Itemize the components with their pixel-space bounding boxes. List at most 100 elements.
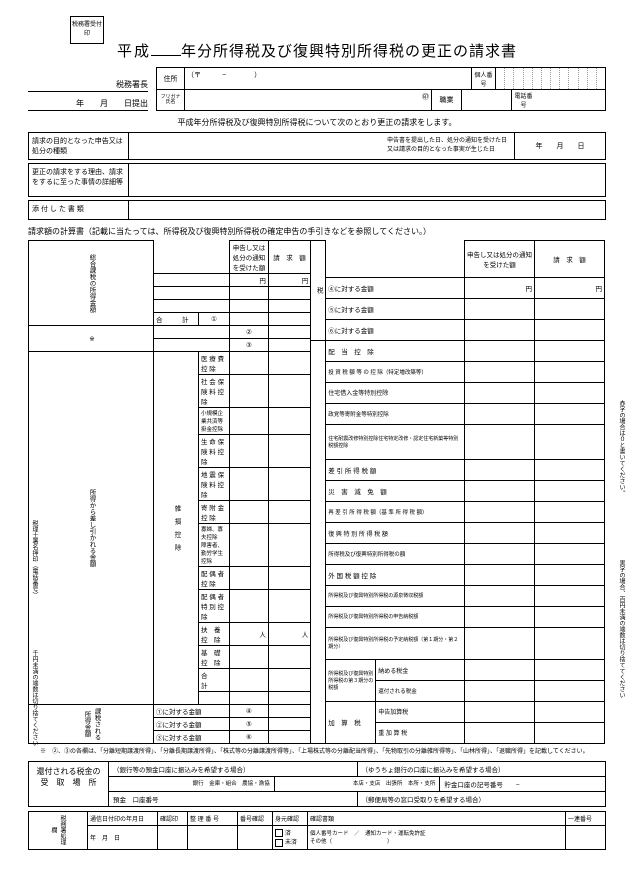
shinkoku-label: 所得税及び復興特別所得税の申告納税額 [326,606,465,627]
purpose-body[interactable] [129,133,385,159]
kakunin-shorui-label: 確認書類 [308,812,566,826]
tax3-label: ③に対する金額 [154,731,230,744]
col-hdr-original: 申告し又は処分の通知を受けた額 [230,241,269,274]
footer-date[interactable]: 年 月 日 [88,826,158,850]
ichiren-label: 一連番号 [566,812,606,826]
title-text: 年分所得税及び復興特別所得税の更正の請求書 [181,43,517,60]
mibun-label: 身元確認 [273,812,308,826]
haigusha-label: 配 偶 者 控 除 [199,567,230,590]
col-hdr-request2: 請 求 額 [534,241,604,278]
footer-stamp[interactable] [158,826,188,850]
side-tax-accountant: 税理士署名押印（電話番号） [30,520,39,598]
fukkou-label: 復 興 特 別 所 得 税 額 [326,523,465,544]
seitou-label: 政党等寄附金等特別控除 [326,403,465,424]
occupation-label: 職業 [431,90,461,110]
footer-ichiren-field[interactable] [566,826,606,850]
purpose-box: 請求の目的となった申告又は処分の種類 申告書を提出した日、処分の通知を受けた日又… [28,132,606,160]
dai3-label: 所得税及び復興特別所得税の第３期分の税額 [326,660,376,702]
furigana-name-label: フリガナ氏名 [157,90,185,110]
calc-table-left: 総合課税の所得金額 申告し又は処分の通知を受けた額 請 求 額 円円 合 計① … [28,240,311,744]
footer-table: 税務署処理欄 通信日付印の年月日 確認印 整 理 番 号 番号確認 身元確認 確… [28,811,606,850]
bank-name-field[interactable]: 銀行 金庫・組合 農協・漁協 [109,777,275,791]
fuyou-label: 扶 養 控 除 [199,623,230,646]
kiso-label: 基 礎 控 除 [199,646,230,669]
tax2-label: ②に対する金額 [154,718,230,731]
footer-mibun-checks[interactable]: 済未済 [273,826,308,850]
reason-label: 更正の請求をする理由、請求をするに至った事情の詳細等 [29,164,129,196]
purpose-date[interactable]: 年 月 日 [515,133,605,159]
bank-hdr1: （銀行等の預金口座に振込みを希望する場合） [109,762,358,776]
occupation-field[interactable] [461,90,511,110]
goukei-label: 合 計 [154,313,199,326]
goukei2-label: 合 計 [199,669,230,692]
tax1-label: ①に対する金額 [154,705,230,718]
purpose-side-label: 申告書を提出した日、処分の通知を受けた日又は請求の目的となった事実が生じた日 [385,133,515,159]
saisashi-label: 再 差 引 所 得 税 額（基 準 所 得 税 額） [326,502,465,523]
mynumber-cells[interactable] [495,68,605,89]
calc-title: 請求額の計算書（記載に当たっては、所得税及び復興特別所得税の確定申告の手引きなど… [28,226,606,237]
iryo-label: 医 療 費 控 除 [199,352,230,375]
side-note-right1: 赤字の場合は０と書いてください。 [617,400,626,496]
post-office-field: （郵便局等の窓口受取りを希望する場合） [358,792,606,806]
deduction-group: 所得から差し引かれる金額 [29,352,154,705]
footnote: ※ ②、③の各欄は、「分離短期譲渡所得」、「分離長期譲渡所得」、「株式等の分離譲… [28,746,606,755]
income-row-blank3[interactable] [154,300,230,313]
tax-office-line[interactable]: 税務署長 [28,79,148,92]
col-hdr-request: 請 求 額 [268,241,310,274]
side-note-left: 千円未満の端数は切り捨てください [30,650,39,746]
era-label: 平成 [117,43,151,60]
address-block: 住所 （〒 − ） 個人番号 フリガナ氏名 ㊞ 職業 電話番号 [156,67,606,111]
haigutoku-label: 配 偶 者 特 別 控 除 [199,590,230,623]
sashihiki-label: 差 引 所 得 税 額 [326,460,465,481]
postal-field[interactable]: （〒 − ） [185,68,471,89]
kakunin-label: 確認印 [158,812,188,826]
name-field[interactable]: ㊞ [185,90,431,110]
income-row-blank1[interactable] [154,274,230,287]
submit-date-line[interactable]: 年 月 日提出 [28,98,148,111]
attachments-body[interactable] [129,201,605,219]
gensen-label: 所得税及び復興特別所得税の源泉徴収税額 [326,585,465,606]
sougou-group: 総合課税の所得金額 [29,241,154,326]
calc-table-right: 税 申告し又は処分の通知を受けた額 請 求 額 ④に対する金額円円 ⑤に対する金… [310,240,605,744]
page-title: 平成 年分所得税及び復興特別所得税の更正の請求書 [28,40,606,61]
col-hdr-original2: 申告し又は処分の通知を受けた額 [464,241,534,278]
reason-body[interactable] [129,164,605,196]
shougai-label: 寡婦、寡夫控除障害者、勤労学生控除 [199,524,230,567]
t6-label: ⑥に対する金額 [326,319,465,340]
toushi-label: 投 資 税 額 等 の 控 除（特定増改築等） [326,361,465,382]
shokibo-label: 小規模企業共済等掛金控除 [199,408,230,435]
kanpu-label: 還付される税金 [376,681,465,702]
income-row-blank2[interactable] [154,287,230,300]
kasan-label: 加 算 税 [326,701,376,743]
haitou-label: 配 当 控 除 [326,340,465,361]
bangou-label: 番号確認 [238,812,273,826]
jishin-label: 地 震 保 険 料 控 除 [199,468,230,501]
tel-label: 電話番号 [511,90,535,110]
jutaku-label: 住宅借入金等特別控除 [326,382,465,403]
sub-title: 平成年分所得税及び復興特別所得税について次のとおり更正の請求をします。 [28,117,606,128]
reason-box: 更正の請求をする理由、請求をするに至った事情の詳細等 [28,163,606,197]
t4-label: ④に対する金額 [326,278,465,299]
kifu-label: 寄 附 金 控 除 [199,501,230,524]
account-field[interactable]: 預金 口座番号 [109,792,358,806]
side-note-right2: 黒字の場合、百円未満の端数は切り捨ててください [617,560,626,698]
footer-docs[interactable]: 個人番号カード ／ 通知カード・運転免許証その他（ ） [308,826,566,850]
tsushin-label: 通信日付印の年月日 [88,812,158,826]
saigai-label: 災 害 減 免 額 [326,481,465,502]
tel-field[interactable] [535,90,605,110]
bank-label: 還付される税金の受 取 場 所 [29,762,109,806]
shotokufukkou-label: 所得税及び復興特別所得税の額 [326,544,465,565]
kazei-group: 課税される所得金額 [29,705,154,744]
osameru-label: 納める税金 [376,660,465,681]
footer-seiri-field[interactable] [188,826,238,850]
yucho-field[interactable]: 貯金口座の記号番号 − [440,777,605,791]
attachments-label: 添 付 し た 書 類 [29,201,129,219]
shinkokukasen-label: 申告加算税 [376,701,465,722]
juukasan-label: 重 加 算 税 [376,722,465,743]
footer-side: 税務署処理欄 [29,812,88,850]
zei-group: 税 [311,241,326,341]
footer-bangou-field[interactable] [238,826,273,850]
mynumber-label: 個人番号 [471,68,495,89]
seiri-label: 整 理 番 号 [188,812,238,826]
branch-field[interactable]: 本店・支店 出張所 本所・支所 [275,777,441,791]
